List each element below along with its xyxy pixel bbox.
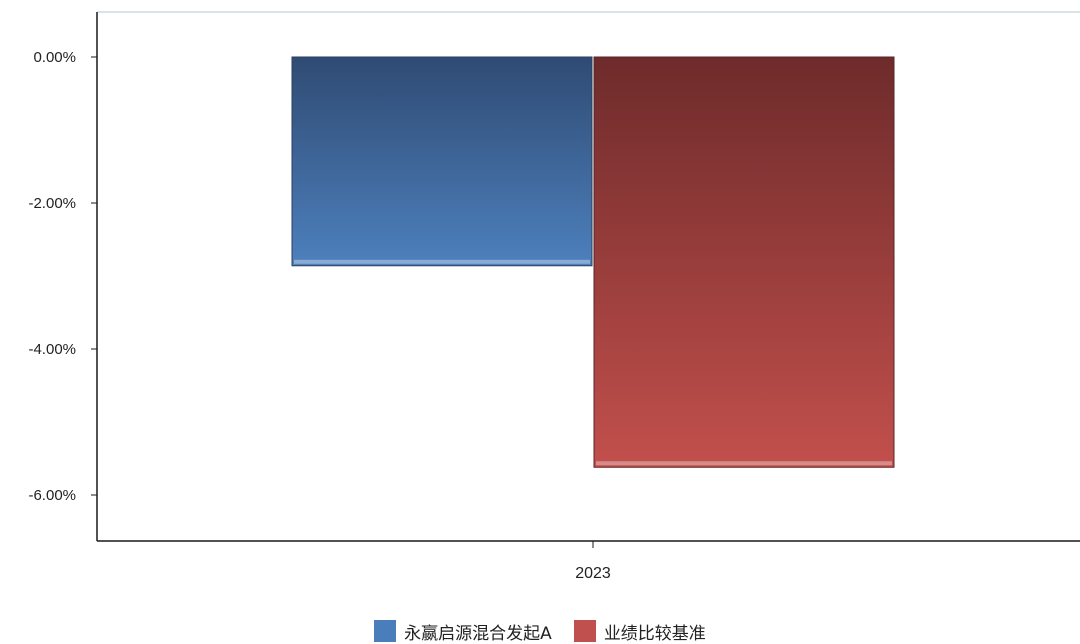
y-axis-ticks: 0.00% -2.00% -4.00% -6.00% — [28, 49, 97, 504]
legend-label-benchmark: 业绩比较基准 — [603, 623, 706, 644]
legend-swatch-benchmark — [573, 620, 596, 642]
chart-plot: 0.00% -2.00% -4.00% -6.00% 2023 — [28, 11, 1080, 582]
legend-swatch-fund — [374, 620, 397, 642]
legend-label-fund: 永嬴启源混合发起A — [404, 623, 552, 644]
y-tick-label: -6.00% — [28, 487, 76, 504]
bar-benchmark-2023 — [593, 56, 895, 468]
bar-fund-2023 — [291, 56, 593, 267]
y-tick-label: 0.00% — [33, 49, 76, 66]
y-tick-label: -4.00% — [28, 341, 76, 358]
x-axis-ticks: 2023 — [575, 541, 611, 582]
bar-fund-2023-highlight — [294, 259, 590, 264]
x-tick-label: 2023 — [575, 565, 611, 582]
bar-benchmark-2023-highlight — [596, 461, 892, 466]
bar-series — [291, 56, 895, 468]
y-tick-label: -2.00% — [28, 195, 76, 212]
chart-legend: 永嬴启源混合发起A 业绩比较基准 — [0, 618, 1080, 644]
legend-item-benchmark: 业绩比较基准 — [573, 619, 706, 644]
legend-item-fund: 永嬴启源混合发起A — [374, 619, 552, 644]
